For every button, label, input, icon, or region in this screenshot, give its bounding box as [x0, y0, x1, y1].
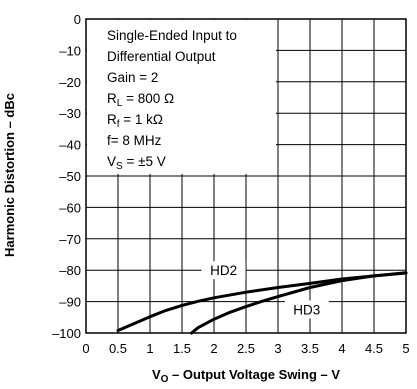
y-tick-label: –50: [59, 169, 81, 184]
series-label-bg: [284, 300, 329, 319]
y-tick-label: –20: [59, 75, 81, 90]
annotation-line-5: Rf = 1 kΩ: [107, 112, 163, 130]
plot-frame: [85, 18, 407, 334]
y-tick-label: –10: [59, 43, 81, 58]
y-tick-label: 0: [74, 12, 81, 27]
annotation-line-1: Single-Ended Input to: [107, 28, 237, 43]
series-label-hd2: HD2: [210, 263, 237, 278]
series-curves: [116, 271, 408, 335]
x-tick-label: 3: [274, 341, 281, 356]
x-tick-label: 0: [82, 341, 89, 356]
y-axis-title: Harmonic Distortion – dBc: [2, 93, 17, 257]
y-tick-label: –80: [59, 263, 81, 278]
annotation-line-3: Gain = 2: [107, 70, 158, 85]
x-tick-label: 0.5: [109, 341, 127, 356]
series-line-hd3: [190, 271, 408, 335]
annotation-box: [87, 20, 276, 174]
y-tick-label: –70: [59, 232, 81, 247]
x-tick-label: 3.5: [301, 341, 319, 356]
tick-labels: 0 0.5 1 1.5 2 2.5 3 3.5 4 4.5 5 0 –10 –20 –30 –40 –50 –60…: [52, 12, 410, 356]
series-labels: HD2 HD3: [201, 261, 329, 319]
x-axis-title: VO – Output Voltage Swing – V: [152, 367, 340, 384]
series-line-hd2: [116, 271, 408, 332]
x-tick-label: 5: [402, 341, 409, 356]
x-tick-label: 4.5: [365, 341, 383, 356]
x-tick-label: 1.5: [173, 341, 191, 356]
annotation-line-6: f= 8 MHz: [107, 133, 162, 148]
x-tick-label: 4: [338, 341, 345, 356]
y-tick-label: –40: [59, 138, 81, 153]
y-tick-label: –100: [52, 326, 81, 341]
x-tick-label: 1: [146, 341, 153, 356]
annotation-line-2: Differential Output: [107, 49, 216, 64]
series-label-bg: [201, 261, 246, 280]
y-tick-label: –90: [59, 295, 81, 310]
x-tick-label: 2: [210, 341, 217, 356]
annotation-line-7: VS = ±5 V: [107, 154, 166, 172]
y-tick-label: –60: [59, 200, 81, 215]
series-label-hd3: HD3: [293, 302, 320, 317]
x-tick-label: 2.5: [237, 341, 255, 356]
y-tick-label: –30: [59, 106, 81, 121]
annotation-line-4: RL = 800 Ω: [107, 91, 174, 109]
